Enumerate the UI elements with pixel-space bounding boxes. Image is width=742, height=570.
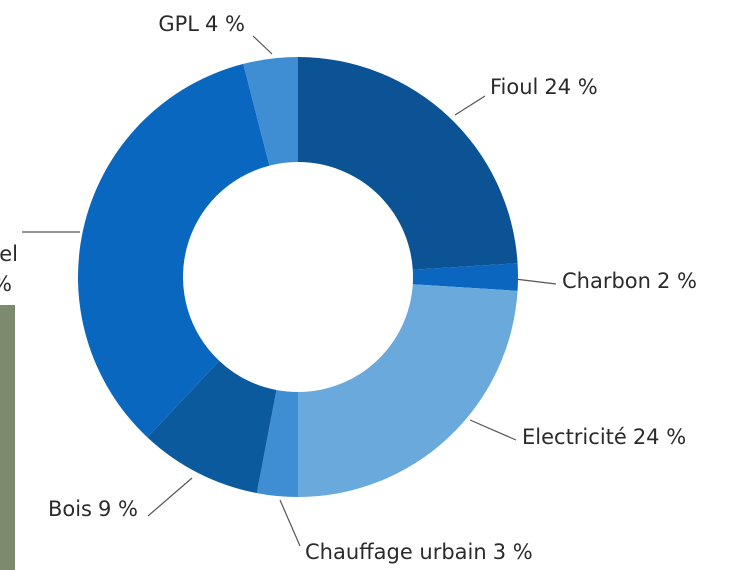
value-label: 4 % [205,12,245,36]
background-photo [0,305,15,570]
value-label: 9 % [98,497,138,521]
category-name: Chauffage urbain [305,540,487,564]
value-label: 3 % [493,540,533,564]
donut-segment [298,284,518,497]
value-label: 24 % [633,425,686,449]
leader-line [253,36,272,54]
donut [78,57,518,497]
leader-line [280,500,300,546]
value-label: 34 % [0,272,12,296]
leader-line [470,420,516,440]
category-name: Charbon [562,269,651,293]
leader-line [455,96,485,115]
leader-line [515,279,556,284]
category-name: GPL [158,12,199,36]
chart: Fioul24 %Charbon2 %Electricité24 %Chauff… [0,0,742,570]
category-name: Electricité [522,425,627,449]
leader-line [148,478,192,516]
category-name: Bois [48,497,92,521]
donut-segment [298,57,518,270]
value-label: 24 % [544,75,597,99]
value-label: 2 % [657,269,697,293]
category-name: Fioul [490,75,538,99]
segment-label: Gaz naturel [0,242,18,266]
